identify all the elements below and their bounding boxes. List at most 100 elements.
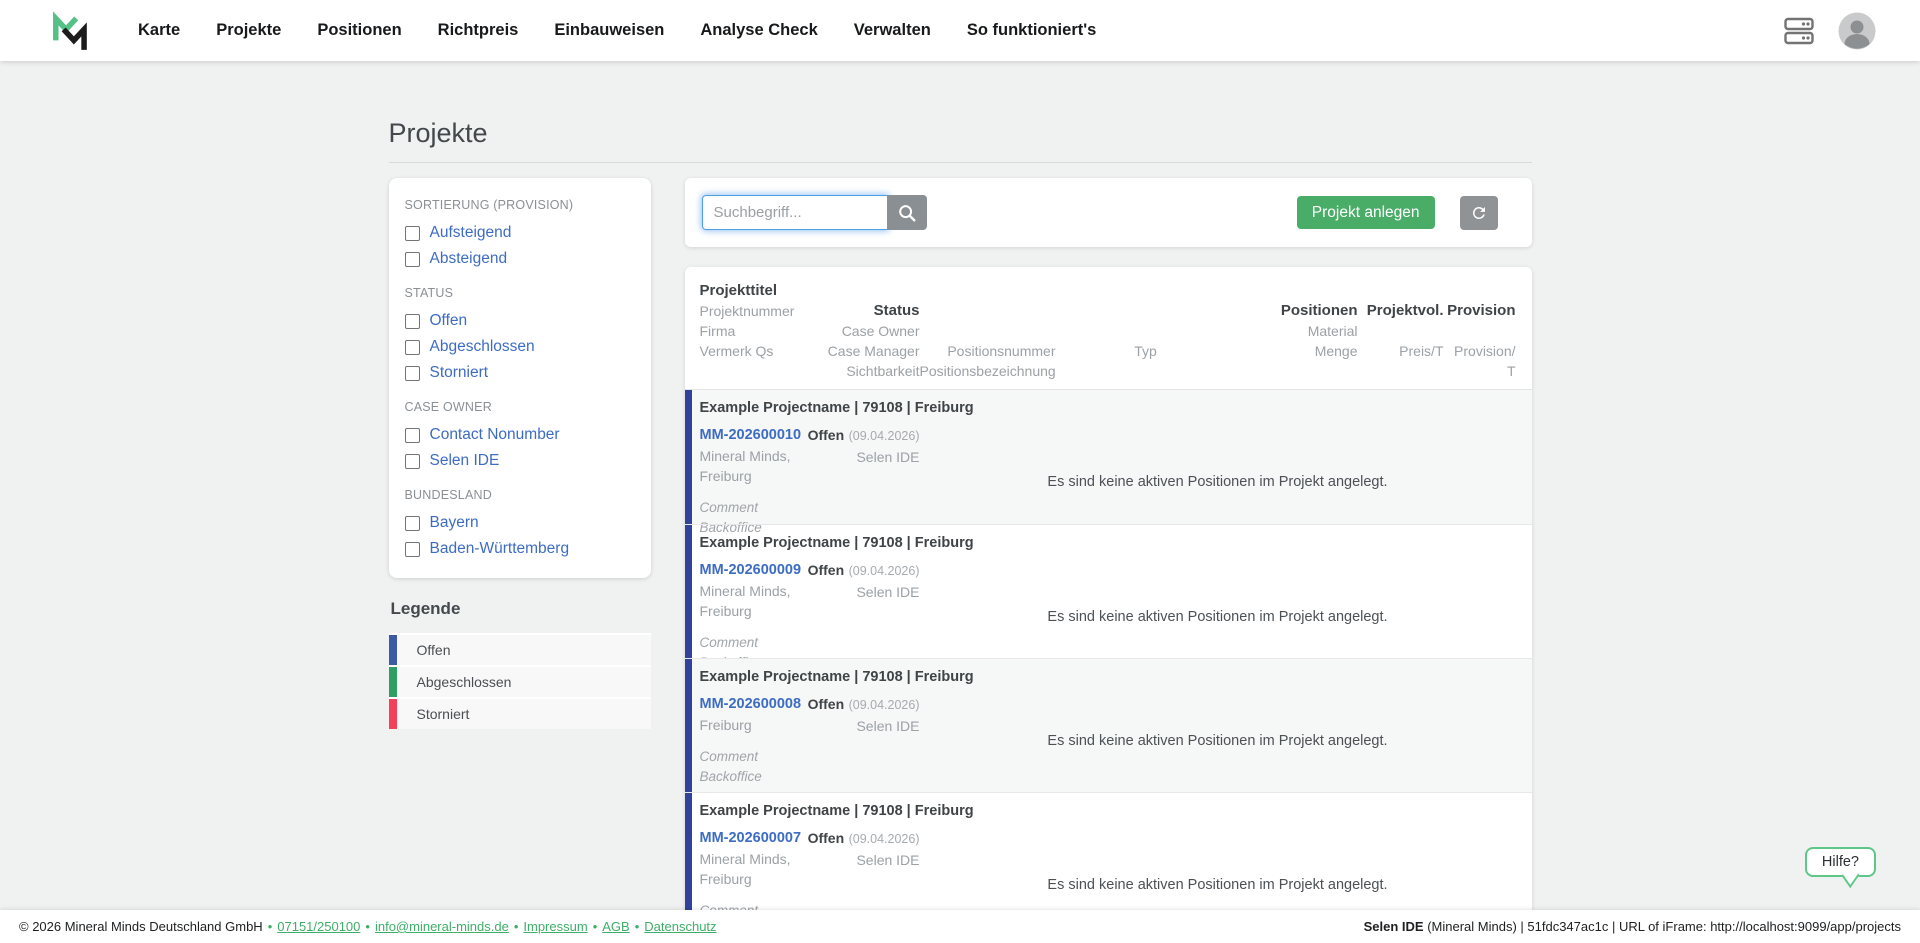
footer-link-impressum[interactable]: Impressum	[523, 919, 588, 934]
footer-copyright: © 2026 Mineral Minds Deutschland GmbH	[19, 919, 263, 934]
help-button[interactable]: Hilfe?	[1804, 847, 1876, 877]
legend-color-storniert	[388, 699, 397, 729]
nav-item-karte[interactable]: Karte	[138, 21, 181, 39]
filter-option-aufsteigend[interactable]: Aufsteigend	[404, 220, 641, 246]
footer: © 2026 Mineral Minds Deutschland GmbH • …	[0, 910, 1920, 943]
filter-option-contact-nonumber[interactable]: Contact Nonumber	[404, 422, 641, 448]
status-color-bar	[684, 659, 692, 792]
nav-item-projekte[interactable]: Projekte	[216, 21, 282, 39]
checkbox-icon[interactable]	[404, 365, 420, 381]
project-row[interactable]: Example Projectname | 79108 | Freiburg M…	[684, 390, 1532, 535]
project-number-link[interactable]: MM-202600009	[699, 562, 802, 578]
title-divider	[388, 162, 1532, 163]
filter-option-label: Storniert	[429, 364, 489, 381]
project-number-link[interactable]: MM-202600007	[699, 830, 802, 846]
checkbox-icon[interactable]	[404, 515, 420, 531]
project-company-line2: Freiburg	[699, 468, 752, 484]
no-positions-message: Es sind keine aktiven Positionen im Proj…	[1047, 473, 1388, 490]
footer-session-details: (Mineral Minds) | 51fdc347ac1c | URL of …	[1423, 919, 1901, 934]
filter-section-status: STATUS Offen Abgeschlossen Storniert	[404, 286, 641, 386]
column-header-projektnummer: Projektnummer	[699, 303, 795, 319]
footer-separator: •	[267, 919, 273, 934]
filter-option-abgeschlossen[interactable]: Abgeschlossen	[404, 334, 641, 360]
table-header: Projekttitel Projektnummer Status Positi…	[685, 267, 1532, 389]
checkbox-icon[interactable]	[404, 313, 420, 329]
column-header-provision-t-2: T	[1506, 363, 1516, 379]
filter-option-offen[interactable]: Offen	[404, 308, 641, 334]
footer-link-phone[interactable]: 07151/250100	[277, 919, 361, 934]
nav-item-positionen[interactable]: Positionen	[317, 21, 402, 39]
column-header-typ: Typ	[1134, 343, 1157, 359]
checkbox-icon[interactable]	[404, 339, 420, 355]
main-content: Projekte SORTIERUNG (PROVISION) Aufsteig…	[388, 118, 1532, 921]
table-rows: Example Projectname | 79108 | Freiburg M…	[684, 389, 1532, 921]
footer-link-agb[interactable]: AGB	[602, 919, 630, 934]
filter-option-label: Contact Nonumber	[429, 426, 560, 443]
filter-option-label: Selen IDE	[429, 452, 500, 469]
search-input[interactable]	[701, 195, 888, 230]
filter-option-selen-ide[interactable]: Selen IDE	[404, 448, 641, 474]
filter-section-bundesland: BUNDESLAND Bayern Baden-Württemberg	[404, 488, 641, 562]
legend-color-abgeschlossen	[388, 667, 397, 697]
projects-panel: Projekt anlegen Projekttitel Projektnumm…	[684, 178, 1532, 921]
project-row[interactable]: Example Projectname | 79108 | Freiburg M…	[684, 524, 1532, 670]
user-avatar[interactable]	[1838, 12, 1876, 50]
footer-separator: •	[634, 919, 640, 934]
mineral-minds-logo-icon	[53, 10, 87, 50]
nav-item-analyse-check[interactable]: Analyse Check	[700, 21, 818, 39]
project-comment: Comment	[699, 749, 759, 764]
server-status-icon[interactable]	[1784, 17, 1814, 45]
footer-session-info: Selen IDE (Mineral Minds) | 51fdc347ac1c…	[1364, 919, 1901, 934]
column-header-status: Status	[873, 302, 920, 319]
filter-sidebar: SORTIERUNG (PROVISION) Aufsteigend Abste…	[388, 178, 651, 729]
filter-option-label: Abgeschlossen	[429, 338, 535, 355]
column-header-positionen: Positionen	[1280, 302, 1358, 319]
column-header-positionsnummer: Positionsnummer	[947, 343, 1056, 359]
nav-item-so-funktionierts[interactable]: So funktioniert's	[966, 21, 1097, 39]
project-number-link[interactable]: MM-202600008	[699, 696, 802, 712]
column-header-menge: Menge	[1314, 343, 1358, 359]
create-project-button[interactable]: Projekt anlegen	[1296, 196, 1435, 229]
filter-option-storniert[interactable]: Storniert	[404, 360, 641, 386]
project-row-title: Example Projectname | 79108 | Freiburg	[699, 400, 974, 416]
filter-option-baden-wuerttemberg[interactable]: Baden-Württemberg	[404, 536, 641, 562]
filter-section-label: SORTIERUNG (PROVISION)	[404, 198, 574, 212]
column-header-projektvol: Projektvol.	[1366, 302, 1444, 319]
project-number-link[interactable]: MM-202600010	[699, 427, 802, 443]
footer-link-datenschutz[interactable]: Datenschutz	[644, 919, 717, 934]
filter-section-label: BUNDESLAND	[404, 488, 492, 502]
column-header-positionsbezeichnung: Positionsbezeichnung	[919, 363, 1056, 379]
filter-section-label: STATUS	[404, 286, 454, 300]
page-title: Projekte	[388, 118, 488, 148]
filter-section-sortierung: SORTIERUNG (PROVISION) Aufsteigend Abste…	[404, 198, 641, 272]
filter-section-label: CASE OWNER	[404, 400, 492, 414]
project-row[interactable]: Example Projectname | 79108 | Freiburg M…	[684, 792, 1532, 921]
legend-color-offen	[388, 635, 397, 665]
project-company-line1: Mineral Minds,	[699, 448, 791, 464]
filter-option-absteigend[interactable]: Absteigend	[404, 246, 641, 272]
checkbox-icon[interactable]	[404, 251, 420, 267]
footer-separator: •	[513, 919, 519, 934]
checkbox-icon[interactable]	[404, 453, 420, 469]
project-company-line2: Freiburg	[699, 871, 752, 887]
filter-option-bayern[interactable]: Bayern	[404, 510, 641, 536]
search-toolbar: Projekt anlegen	[684, 178, 1532, 247]
project-company-line1: Mineral Minds,	[699, 851, 791, 867]
checkbox-icon[interactable]	[404, 541, 420, 557]
nav-item-einbauweisen[interactable]: Einbauweisen	[554, 21, 665, 39]
status-color-bar	[684, 390, 692, 524]
refresh-button[interactable]	[1459, 195, 1498, 230]
column-header-vermerk-qs: Vermerk Qs	[699, 343, 774, 359]
nav-item-richtpreis[interactable]: Richtpreis	[437, 21, 519, 39]
checkbox-icon[interactable]	[404, 225, 420, 241]
no-positions-message: Es sind keine aktiven Positionen im Proj…	[1047, 608, 1388, 625]
footer-link-email[interactable]: info@mineral-minds.de	[374, 919, 509, 934]
legend-label: Abgeschlossen	[416, 674, 512, 690]
project-row[interactable]: Example Projectname | 79108 | Freiburg M…	[684, 658, 1532, 792]
column-header-material: Material	[1307, 323, 1358, 339]
column-header-projekttitel: Projekttitel	[699, 282, 778, 299]
checkbox-icon[interactable]	[404, 427, 420, 443]
nav-item-verwalten[interactable]: Verwalten	[853, 21, 931, 39]
project-row-title: Example Projectname | 79108 | Freiburg	[699, 803, 974, 819]
search-button[interactable]	[887, 195, 927, 230]
